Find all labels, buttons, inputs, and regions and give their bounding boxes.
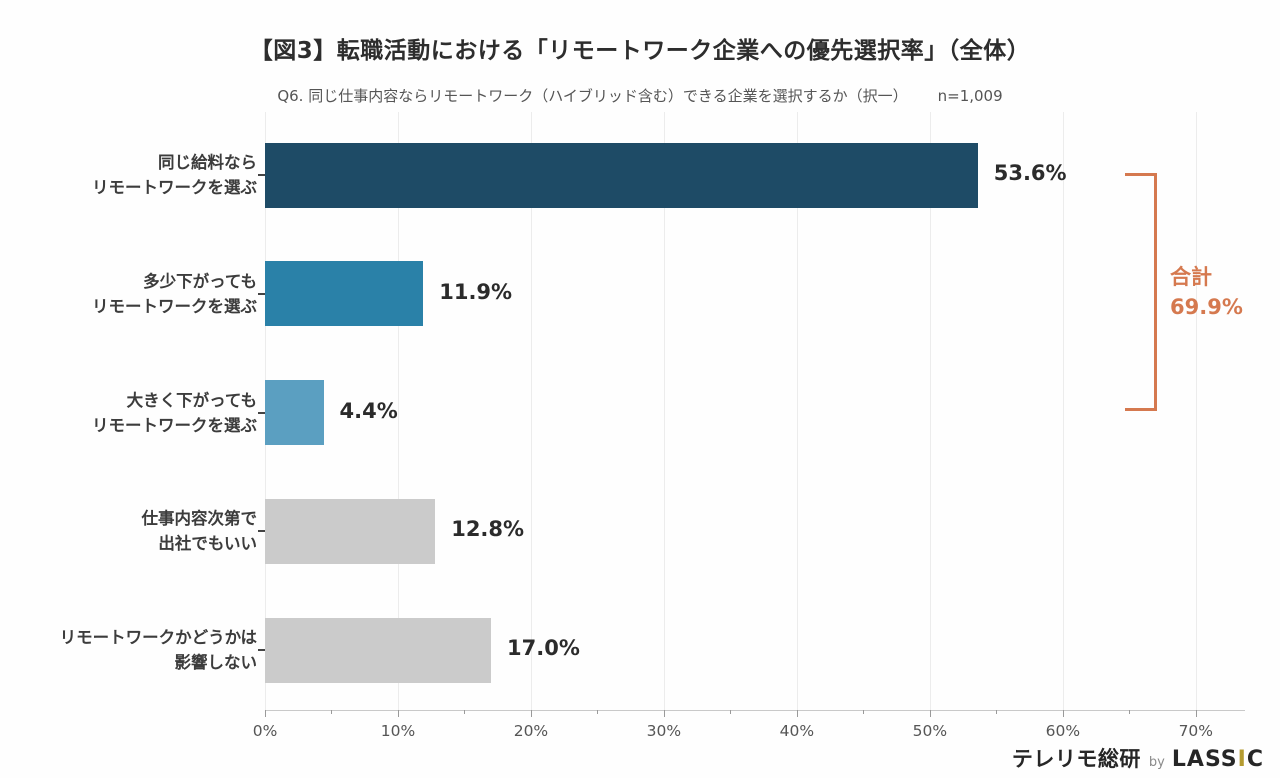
x-axis-minor-tick	[1129, 710, 1131, 714]
category-tick	[258, 530, 265, 533]
x-axis-tick-label: 50%	[912, 722, 948, 740]
x-axis-tick-label: 70%	[1178, 722, 1214, 740]
x-axis-minor-tick	[863, 710, 865, 714]
category-tick	[258, 292, 265, 295]
x-axis-tick-label: 10%	[380, 722, 416, 740]
gridline	[530, 112, 532, 710]
category-label: 大きく下がっても リモートワークを選ぶ	[92, 390, 257, 435]
brand-by: by	[1148, 755, 1165, 770]
sample-size: n=1,009	[937, 87, 1003, 105]
x-axis-tick	[397, 710, 399, 717]
x-axis-minor-tick	[996, 710, 998, 714]
brand-en: LASSIC	[1171, 747, 1264, 772]
category-tick	[258, 649, 265, 651]
bar	[265, 142, 978, 208]
x-axis-tick	[796, 710, 798, 717]
x-axis-tick	[1062, 710, 1064, 717]
value-label: 12.8%	[451, 517, 525, 542]
x-axis-minor-tick	[331, 710, 333, 714]
x-axis-minor-tick	[597, 710, 599, 714]
x-axis-tick-label: 40%	[779, 722, 815, 740]
gridline	[796, 112, 798, 710]
total-bracket	[1125, 173, 1157, 411]
gridline	[397, 112, 399, 710]
gridline	[663, 112, 665, 710]
category-label: リモートワークかどうかは 影響しない	[59, 628, 257, 672]
value-label: 4.4%	[339, 398, 398, 423]
value-label: 11.9%	[439, 279, 513, 304]
x-axis-tick	[530, 710, 532, 717]
category-tick	[258, 174, 265, 176]
category-label: 同じ給料なら リモートワークを選ぶ	[92, 153, 257, 197]
chart-title: 【図3】転職活動における「リモートワーク企業への優先選択率」（全体）	[249, 38, 1031, 64]
x-axis-line	[265, 710, 1245, 711]
x-axis-tick-label: 30%	[646, 722, 682, 740]
x-axis-tick	[265, 710, 266, 717]
bar	[265, 261, 424, 327]
bar	[265, 498, 436, 564]
bar	[265, 380, 324, 445]
x-axis-tick-label: 60%	[1045, 722, 1081, 740]
value-label: 17.0%	[507, 636, 580, 660]
gridline	[929, 112, 931, 710]
brand-jp: テレリモ総研	[1011, 747, 1141, 771]
category-label: 多少下がっても リモートワークを選ぶ	[92, 271, 257, 316]
x-axis-minor-tick	[730, 710, 732, 714]
x-axis-tick	[663, 710, 665, 717]
bar	[265, 617, 492, 683]
x-axis-tick-label: 0%	[252, 722, 278, 740]
chart-subtitle: Q6. 同じ仕事内容ならリモートワーク（ハイブリッド含む）できる企業を選択するか…	[0, 85, 1280, 106]
x-axis-tick	[929, 710, 931, 717]
x-axis-tick-label: 20%	[513, 722, 549, 740]
gridline	[1195, 112, 1197, 710]
x-axis-minor-tick	[464, 710, 466, 714]
brand-logo: テレリモ総研 by LASSIC	[1012, 743, 1264, 773]
question-text: Q6. 同じ仕事内容ならリモートワーク（ハイブリッド含む）できる企業を選択するか…	[277, 87, 908, 105]
category-label: 仕事内容次第で 出社でもいい	[141, 509, 258, 554]
x-axis-tick	[1195, 710, 1197, 717]
total-label: 合計 69.9%	[1170, 264, 1243, 319]
gridline	[1062, 112, 1064, 710]
category-tick	[258, 411, 265, 414]
value-label: 53.6%	[993, 161, 1067, 185]
plot-area: 同じ給料なら リモートワークを選ぶ 53.6% 多少下がっても リモートワークを選ぶ 11…	[60, 112, 1245, 740]
